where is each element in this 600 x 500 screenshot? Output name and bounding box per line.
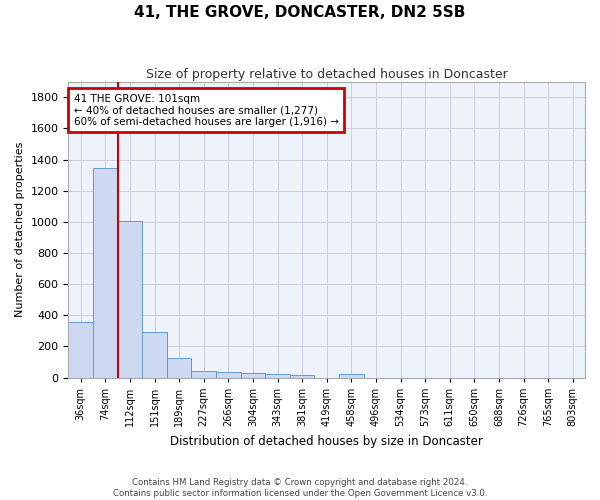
Title: Size of property relative to detached houses in Doncaster: Size of property relative to detached ho… xyxy=(146,68,508,80)
Bar xyxy=(93,168,118,378)
Y-axis label: Number of detached properties: Number of detached properties xyxy=(15,142,25,318)
Bar xyxy=(339,374,364,378)
Bar xyxy=(290,375,314,378)
Bar xyxy=(68,322,93,378)
Bar xyxy=(216,372,241,378)
Bar xyxy=(241,373,265,378)
Text: 41 THE GROVE: 101sqm
← 40% of detached houses are smaller (1,277)
60% of semi-de: 41 THE GROVE: 101sqm ← 40% of detached h… xyxy=(74,94,338,126)
Bar xyxy=(265,374,290,378)
Bar xyxy=(142,332,167,378)
Bar xyxy=(167,358,191,378)
Text: Contains HM Land Registry data © Crown copyright and database right 2024.
Contai: Contains HM Land Registry data © Crown c… xyxy=(113,478,487,498)
Bar xyxy=(191,371,216,378)
Text: 41, THE GROVE, DONCASTER, DN2 5SB: 41, THE GROVE, DONCASTER, DN2 5SB xyxy=(134,5,466,20)
Bar xyxy=(118,221,142,378)
X-axis label: Distribution of detached houses by size in Doncaster: Distribution of detached houses by size … xyxy=(170,434,483,448)
